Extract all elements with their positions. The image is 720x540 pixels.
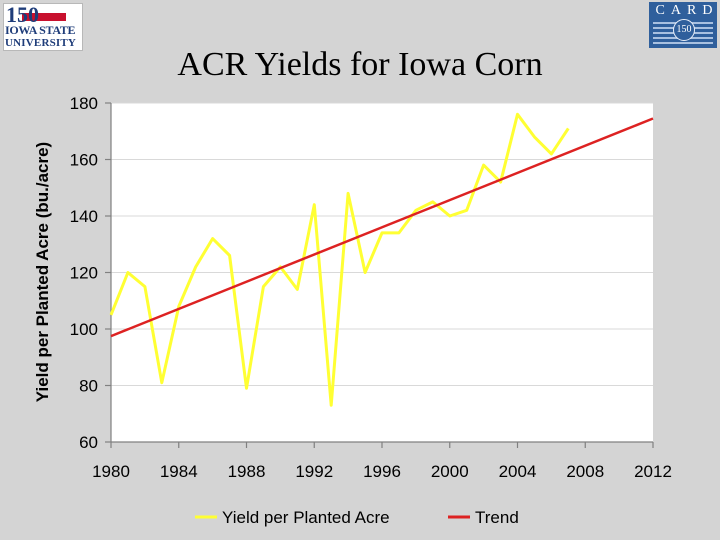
legend-label: Yield per Planted Acre [222,508,390,527]
yield-series-line [109,112,570,407]
y-tick-label: 140 [70,207,98,226]
x-tick-label: 1992 [295,462,333,481]
legend-label: Trend [475,508,519,527]
x-tick-label: 2012 [634,462,672,481]
y-tick-label: 80 [79,377,98,396]
y-tick-labels: 60 80 100 120 140 160 180 [70,94,98,452]
card-logo: CARD 150 [649,2,717,48]
logo-number: 150 [6,3,39,27]
y-tick-label: 180 [70,94,98,113]
y-tick-label: 100 [70,320,98,339]
card-logo-seal: 150 [673,19,695,41]
logo-line-2: UNIVERSITY [5,37,77,49]
x-tick-label: 2008 [566,462,604,481]
slide-title: ACR Yields for Iowa Corn [177,46,543,83]
trend-series-line [110,117,654,338]
x-tick-label: 1996 [363,462,401,481]
y-axis-label: Yield per Planted Acre (bu./acre) [33,142,52,402]
logo-line-1: IOWA STATE [5,23,76,37]
logo-ribbon [22,13,66,21]
iowa-state-university-logo: 150 IOWA STATE UNIVERSITY [3,3,83,51]
gridlines [111,102,653,386]
series-lines [109,112,654,407]
x-tick-label: 2004 [499,462,537,481]
legend: Yield per Planted Acre Trend [195,508,519,527]
y-tick-label: 120 [70,264,98,283]
x-tick-label: 1980 [92,462,130,481]
y-tick-label: 60 [79,433,98,452]
x-tick-label: 2000 [431,462,469,481]
card-logo-text: CARD [655,3,717,18]
x-tick-labels: 1980 1984 1988 1992 1996 2000 2004 2008 2012 [92,462,672,481]
y-tick-label: 160 [70,151,98,170]
x-tick-label: 1984 [160,462,198,481]
x-tick-label: 1988 [228,462,266,481]
axes [105,102,654,448]
